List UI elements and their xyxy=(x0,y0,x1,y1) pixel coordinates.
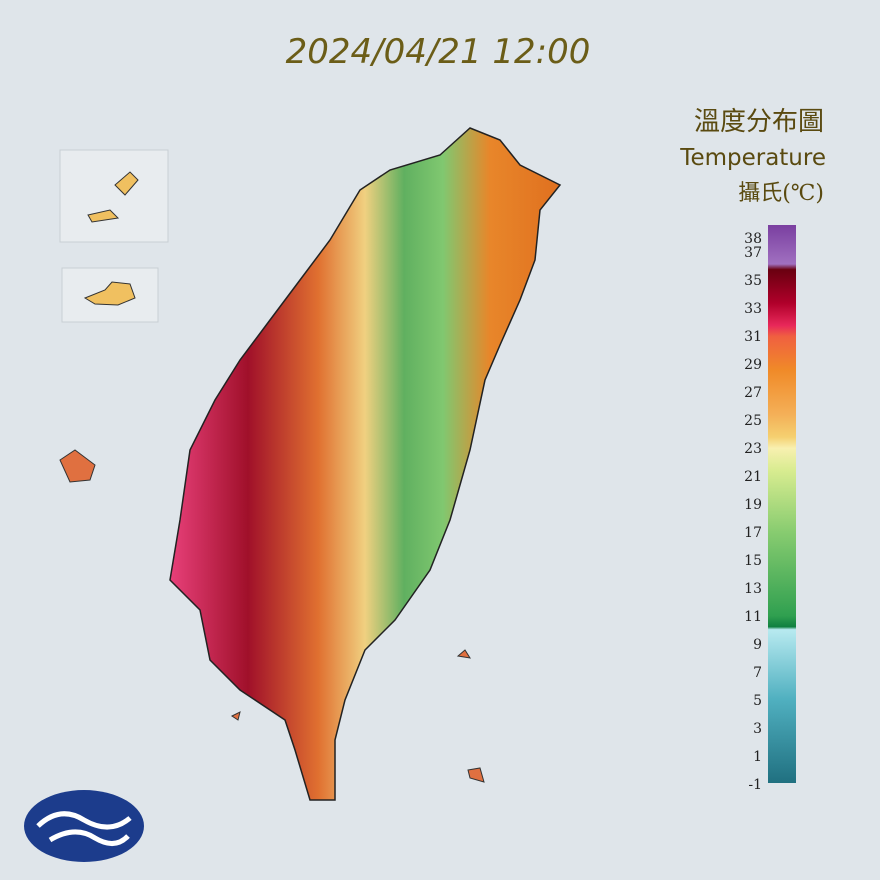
legend-tick-label: 3 xyxy=(753,721,762,737)
timestamp: 2024/04/21 12:00 xyxy=(286,32,591,72)
legend-tick-label: 33 xyxy=(744,301,762,317)
legend-tick-label: 27 xyxy=(744,385,762,401)
legend-tick-label: 15 xyxy=(744,553,762,569)
taiwan xyxy=(169,127,562,801)
legend-subtitle: Temperature xyxy=(679,145,826,171)
legend-tick-label: 5 xyxy=(753,693,762,709)
insets xyxy=(59,149,169,483)
legend-tick-label: 17 xyxy=(744,525,762,541)
legend-tick-label: 35 xyxy=(744,273,762,289)
legend-tick-label: 13 xyxy=(744,581,762,597)
legend-tick-label: 37 xyxy=(744,245,762,261)
logo xyxy=(24,790,144,862)
legend-tick-label: 31 xyxy=(744,329,762,345)
legend-unit: 攝氏(℃) xyxy=(738,181,824,206)
legend-tick-label: 1 xyxy=(753,749,762,765)
legend-tick-label: 21 xyxy=(744,469,762,485)
legend-tick-label: 11 xyxy=(744,609,762,625)
legend-tick-label: 29 xyxy=(744,357,762,373)
colorbar xyxy=(768,225,796,783)
legend-tick-label: 23 xyxy=(744,441,762,457)
legend-tick-label: 7 xyxy=(753,665,762,681)
legend-tick-label: 25 xyxy=(744,413,762,429)
legend-tick-label: 19 xyxy=(744,497,762,513)
legend-tick-label: 38 xyxy=(744,231,762,247)
legend-tick-label: -1 xyxy=(748,777,762,793)
legend-title: 溫度分布圖 xyxy=(694,107,824,137)
legend-tick-label: 9 xyxy=(753,637,762,653)
